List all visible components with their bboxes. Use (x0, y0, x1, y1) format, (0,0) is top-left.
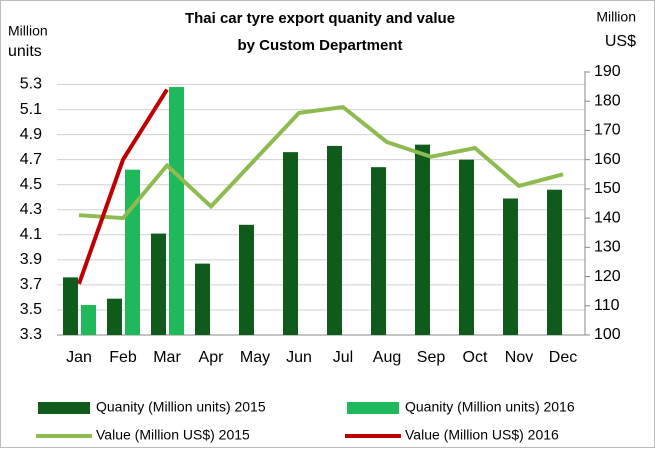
y-tick-label: 4.9 (20, 126, 42, 143)
legend-label: Value (Million US$) 2015 (96, 427, 250, 443)
x-tick-label: Oct (463, 349, 488, 366)
x-tick-label: Dec (549, 349, 577, 366)
bar (283, 152, 298, 335)
y2-tick-label: 190 (594, 63, 621, 80)
bar (371, 167, 386, 335)
bar (547, 189, 562, 335)
x-tick-label: Jul (333, 349, 353, 366)
y-tick-label: 5.3 (20, 76, 42, 93)
legend-swatch (347, 402, 399, 414)
y-tick-label: 3.7 (20, 276, 42, 293)
bar (125, 169, 140, 335)
chart-title: Thai car tyre export quanity and value (185, 10, 455, 27)
legend-swatch (38, 402, 90, 414)
y2-tick-label: 180 (594, 92, 621, 109)
x-tick-label: Mar (153, 349, 181, 366)
line (78, 104, 564, 221)
legend-label: Quanity (Million units) 2015 (96, 399, 266, 415)
line (77, 88, 169, 285)
y-tick-label: 5.1 (20, 101, 42, 118)
bar (503, 198, 518, 335)
y-tick-label: 3.3 (20, 326, 42, 343)
y-tick-label: 3.9 (20, 251, 42, 268)
y2-tick-label: 120 (594, 268, 621, 285)
bar (459, 159, 474, 335)
y-tick-label: 4.7 (20, 151, 42, 168)
bar (107, 298, 122, 335)
y-tick-label: 4.5 (20, 176, 42, 193)
y-axis-label: Million (8, 23, 48, 39)
y2-tick-label: 150 (594, 180, 621, 197)
bar (63, 277, 78, 335)
chart-title: by Custom Department (237, 37, 402, 54)
y-tick-label: 4.1 (20, 226, 42, 243)
x-tick-label: Aug (373, 349, 401, 366)
y2-tick-label: 170 (594, 122, 621, 139)
x-tick-label: Jun (286, 349, 312, 366)
bar (415, 144, 430, 335)
x-tick-label: May (240, 349, 270, 366)
legend-label: Quanity (Million units) 2016 (405, 399, 575, 415)
y-axis-label: units (8, 43, 42, 60)
y2-axis-label: US$ (605, 33, 636, 50)
bar (151, 233, 166, 335)
x-tick-label: Nov (505, 349, 533, 366)
y2-tick-label: 140 (594, 209, 621, 226)
y2-tick-label: 100 (594, 326, 621, 343)
x-tick-label: Apr (199, 349, 225, 366)
legend-label: Value (Million US$) 2016 (405, 427, 559, 443)
bar (81, 304, 96, 335)
x-tick-label: Jan (66, 349, 92, 366)
bar (169, 87, 184, 336)
x-tick-label: Sep (417, 349, 446, 366)
y2-tick-label: 110 (594, 297, 620, 314)
y-tick-label: 4.3 (20, 201, 42, 218)
bar (327, 145, 342, 335)
x-tick-label: Feb (109, 349, 137, 366)
y-tick-label: 3.5 (20, 301, 42, 318)
y2-tick-label: 130 (594, 239, 621, 256)
y2-axis-label: Million (596, 9, 636, 25)
y2-tick-label: 160 (594, 151, 621, 168)
bar (195, 263, 210, 335)
bar (239, 224, 254, 335)
